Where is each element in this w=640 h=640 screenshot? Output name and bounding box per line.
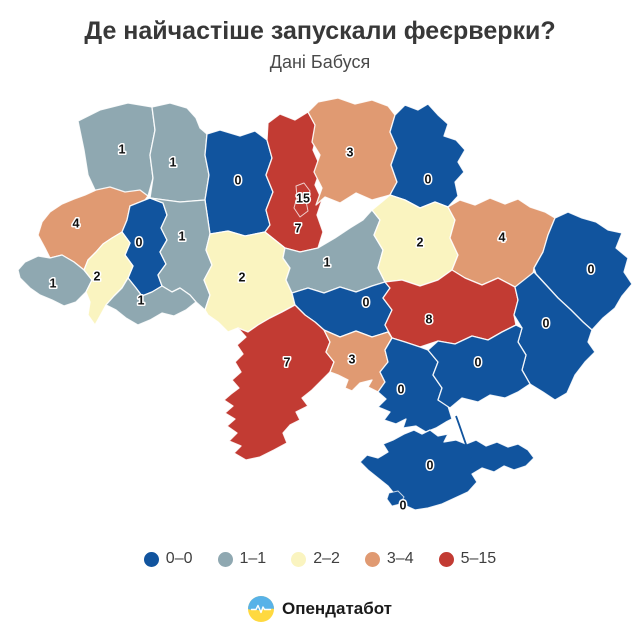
region-value-zaporizhzhia: 0 [475, 356, 482, 370]
region-value-cherkasy: 1 [324, 256, 331, 270]
page-subtitle: Дані Бабуся [269, 52, 371, 72]
region-value-crimea: 0 [427, 459, 434, 473]
region-value-sumy: 0 [425, 173, 432, 187]
region-value-ivano-frankivsk: 2 [94, 270, 101, 284]
legend-color-dot [143, 551, 159, 567]
region-value-lviv: 4 [73, 217, 80, 231]
legend-label: 5–15 [460, 550, 497, 567]
region-value-chernihiv: 3 [347, 146, 354, 160]
region-sumy [389, 103, 466, 209]
region-value-volyn: 1 [119, 143, 126, 157]
region-value-kirovohrad: 0 [363, 296, 370, 310]
region-value-mykolaiv: 3 [349, 353, 356, 367]
page-title: Де найчастіше запускали феєрверки? [84, 17, 556, 45]
region-value-zakarpattia: 1 [50, 277, 57, 291]
legend-color-dot [364, 551, 380, 567]
region-zaporizhzhia [427, 324, 531, 409]
legend-label: 0–0 [165, 550, 193, 567]
region-zakarpattia [17, 254, 93, 307]
legend-item-5-15: 5–15 [438, 550, 497, 568]
region-odesa [223, 304, 335, 461]
region-value-poltava: 2 [417, 236, 424, 250]
region-value-khmelnytskyi: 1 [179, 230, 186, 244]
region-poltava [371, 194, 459, 287]
region-value-zhytomyr: 0 [235, 174, 242, 188]
region-value-luhansk: 0 [588, 263, 595, 277]
region-value-kyiv-city: 15 [296, 192, 310, 206]
legend-item-3-4: 3–4 [364, 550, 414, 568]
region-mykolaiv [323, 329, 393, 393]
region-value-donetsk: 0 [543, 317, 550, 331]
region-chernivtsi [105, 277, 197, 326]
region-value-kharkiv: 4 [499, 231, 506, 245]
arabat-spit [455, 415, 474, 464]
region-kyiv-city [293, 182, 311, 218]
region-sevastopol [386, 490, 405, 507]
legend: 0–0 1–1 2–2 3–4 5–15 [0, 550, 640, 568]
region-value-dnipropetrovsk: 8 [426, 313, 433, 327]
region-value-kherson: 0 [398, 383, 405, 397]
legend-color-dot [438, 551, 454, 567]
legend-label: 3–4 [386, 550, 414, 567]
legend-item-0-0: 0–0 [143, 550, 193, 568]
region-value-odesa: 7 [284, 356, 291, 370]
region-luhansk [533, 211, 633, 331]
legend-color-dot [291, 551, 307, 567]
legend-item-2-2: 2–2 [291, 550, 340, 568]
legend-color-dot [217, 551, 233, 567]
legend-label: 1–1 [239, 550, 267, 567]
region-value-sevastopol: 0 [400, 499, 407, 513]
region-value-ternopil: 0 [136, 236, 143, 250]
legend-label: 2–2 [313, 550, 340, 567]
brand-name: Опендатабот [281, 599, 393, 618]
region-rivne [149, 102, 210, 203]
region-value-vinnytsia: 2 [239, 271, 246, 285]
opendatabot-logo-icon [247, 596, 274, 622]
region-volyn [77, 102, 156, 197]
legend-item-1-1: 1–1 [217, 550, 267, 568]
region-value-chernivtsi: 1 [138, 294, 145, 308]
region-crimea [359, 429, 535, 511]
brand-footer: Опендатабот [0, 596, 640, 622]
region-value-kyiv-oblast: 7 [295, 222, 302, 236]
region-value-rivne: 1 [170, 156, 177, 170]
